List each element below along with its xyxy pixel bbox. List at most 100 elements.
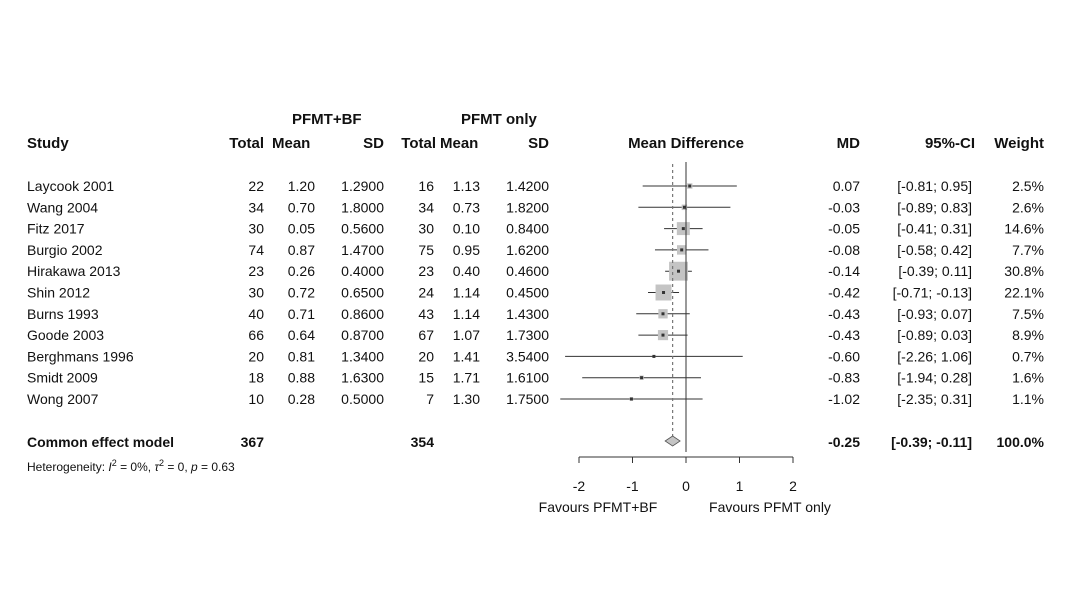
row-c-sd: 0.4500 [506, 285, 549, 301]
row-weight-text: 1.1% [1012, 391, 1044, 407]
summary-label: Common effect model [27, 434, 174, 450]
summary-diamond [664, 435, 681, 447]
ci-column-header: 95%-CI [925, 135, 975, 152]
row-c-sd: 1.6100 [506, 370, 549, 386]
row-e-sd: 0.4000 [341, 263, 384, 279]
row-e-mean: 0.64 [288, 327, 315, 343]
row-e-sd: 0.5000 [341, 391, 384, 407]
x-tick-label: 2 [789, 478, 797, 494]
row-md-text: -0.43 [828, 327, 860, 343]
point-estimate [640, 376, 644, 380]
row-e-mean: 0.72 [288, 285, 315, 301]
row-c-sd: 1.4300 [506, 306, 549, 322]
summary-c-total: 354 [411, 434, 435, 450]
row-md-text: -0.43 [828, 306, 860, 322]
row-weight-text: 1.6% [1012, 370, 1044, 386]
row-md-text: -0.08 [828, 242, 860, 258]
row-name: Wang 2004 [27, 199, 98, 215]
row-name: Fitz 2017 [27, 221, 85, 237]
c-sd-column-header: SD [528, 135, 549, 152]
row-md-text: -0.60 [828, 348, 860, 364]
row-c-mean: 1.13 [453, 178, 480, 194]
row-e-total: 20 [248, 348, 264, 364]
row-name: Berghmans 1996 [27, 348, 134, 364]
row-e-mean: 0.70 [288, 199, 315, 215]
control-group-header: PFMT only [461, 111, 537, 128]
summary-md: -0.25 [828, 434, 860, 450]
row-e-total: 23 [248, 263, 264, 279]
row-c-mean: 0.73 [453, 199, 480, 215]
row-weight-text: 7.5% [1012, 306, 1044, 322]
row-e-mean: 0.05 [288, 221, 315, 237]
row-c-total: 34 [418, 199, 434, 215]
row-e-total: 18 [248, 370, 264, 386]
favours-right-label: Favours PFMT only [709, 499, 831, 515]
row-ci-text: [-0.81; 0.95] [897, 178, 972, 194]
x-tick-label: 0 [682, 478, 690, 494]
mean-difference-column-header: Mean Difference [628, 135, 744, 152]
e-total-column-header: Total [229, 135, 264, 152]
point-estimate [661, 333, 665, 337]
study-column-header: Study [27, 135, 69, 152]
row-name: Smidt 2009 [27, 370, 98, 386]
summary-e-total: 367 [241, 434, 265, 450]
row-ci-text: [-1.94; 0.28] [897, 370, 972, 386]
weight-column-header: Weight [994, 135, 1044, 152]
row-c-sd: 1.7500 [506, 391, 549, 407]
row-e-mean: 0.88 [288, 370, 315, 386]
row-ci-text: [-0.71; -0.13] [893, 285, 972, 301]
row-md-text: -1.02 [828, 391, 860, 407]
row-e-total: 34 [248, 199, 264, 215]
row-e-total: 30 [248, 285, 264, 301]
row-c-total: 30 [418, 221, 434, 237]
row-weight-text: 14.6% [1004, 221, 1044, 237]
row-name: Goode 2003 [27, 327, 104, 343]
summary-ci: [-0.39; -0.11] [891, 434, 972, 450]
row-e-sd: 1.4700 [341, 242, 384, 258]
row-c-total: 16 [418, 178, 434, 194]
row-c-sd: 0.8400 [506, 221, 549, 237]
row-weight-text: 22.1% [1004, 285, 1044, 301]
row-e-sd: 1.3400 [341, 348, 384, 364]
row-name: Shin 2012 [27, 285, 90, 301]
row-ci-text: [-0.41; 0.31] [897, 221, 972, 237]
row-ci-text: [-0.89; 0.83] [897, 199, 972, 215]
row-name: Laycook 2001 [27, 178, 114, 194]
row-weight-text: 2.5% [1012, 178, 1044, 194]
row-c-mean: 1.14 [453, 285, 480, 301]
row-ci-text: [-2.35; 0.31] [897, 391, 972, 407]
row-md-text: -0.05 [828, 221, 860, 237]
row-e-sd: 0.6500 [341, 285, 384, 301]
row-e-sd: 0.5600 [341, 221, 384, 237]
c-mean-column-header: Mean [440, 135, 478, 152]
row-c-sd: 3.5400 [506, 348, 549, 364]
point-estimate [662, 291, 666, 294]
row-c-total: 20 [418, 348, 434, 364]
row-ci-text: [-0.89; 0.03] [897, 327, 972, 343]
row-c-sd: 1.8200 [506, 199, 549, 215]
row-c-mean: 1.14 [453, 306, 480, 322]
point-estimate [682, 205, 686, 209]
row-ci-text: [-0.58; 0.42] [897, 242, 972, 258]
row-e-total: 30 [248, 221, 264, 237]
row-c-total: 23 [418, 263, 434, 279]
row-e-sd: 1.6300 [341, 370, 384, 386]
row-e-mean: 0.87 [288, 242, 315, 258]
x-tick-label: 1 [736, 478, 744, 494]
summary-weight: 100.0% [997, 434, 1045, 450]
row-e-sd: 1.2900 [341, 178, 384, 194]
row-name: Wong 2007 [27, 391, 99, 407]
point-estimate [652, 354, 656, 358]
point-estimate [681, 227, 685, 231]
row-e-sd: 0.8600 [341, 306, 384, 322]
row-c-total: 67 [418, 327, 434, 343]
row-c-total: 24 [418, 285, 434, 301]
row-e-total: 40 [248, 306, 264, 322]
row-c-mean: 0.10 [453, 221, 480, 237]
row-c-mean: 1.71 [453, 370, 480, 386]
row-weight-text: 8.9% [1012, 327, 1044, 343]
experimental-group-header: PFMT+BF [292, 111, 362, 128]
row-c-mean: 1.30 [453, 391, 480, 407]
row-weight-text: 2.6% [1012, 199, 1044, 215]
